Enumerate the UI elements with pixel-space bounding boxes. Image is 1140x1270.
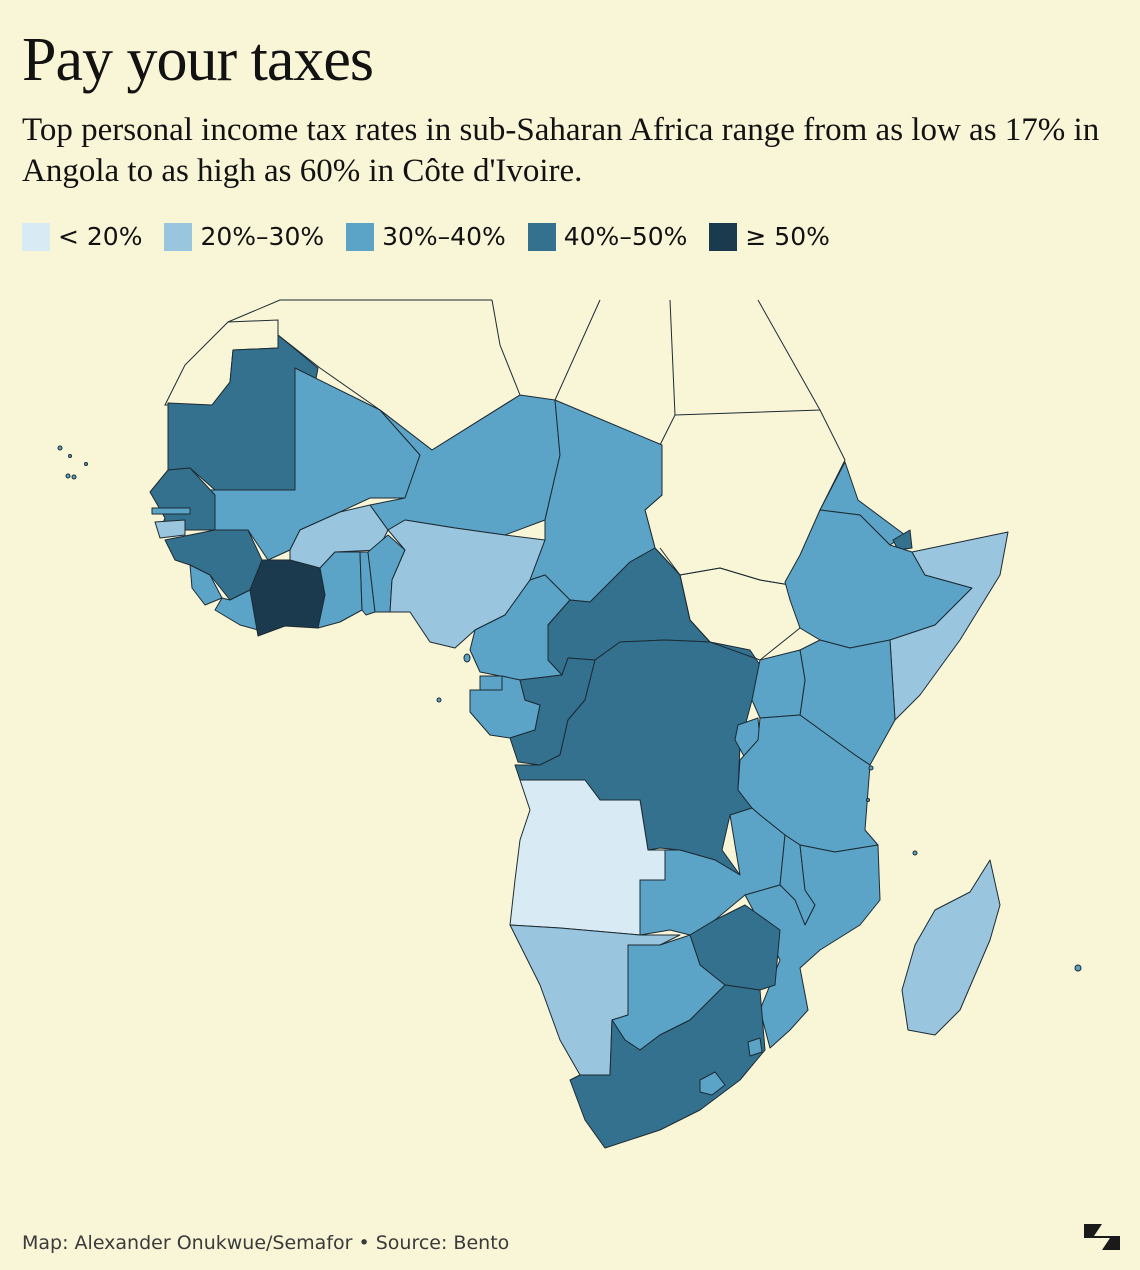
legend-label: 40%–50% — [563, 222, 688, 251]
country-lesotho — [699, 1071, 726, 1096]
legend-item-30-40: 30%–40% — [346, 222, 506, 251]
legend-swatch — [346, 222, 375, 251]
country-guinea-bissau — [154, 519, 186, 539]
legend: < 20% 20%–30% 30%–40% 40%–50% ≥ 50% — [22, 222, 830, 251]
legend-label: ≥ 50% — [745, 222, 830, 251]
country-madagascar — [901, 859, 1001, 1036]
legend-item-50-plus: ≥ 50% — [709, 222, 830, 251]
legend-label: 20%–30% — [200, 222, 325, 251]
legend-swatch — [527, 222, 556, 251]
map-subtitle: Top personal income tax rates in sub-Sah… — [22, 112, 1100, 189]
legend-swatch — [22, 222, 50, 251]
country-morocco — [227, 299, 492, 323]
country-uganda — [751, 649, 806, 719]
country-togo — [359, 551, 376, 616]
legend-item-40-50: 40%–50% — [527, 222, 688, 251]
country-cote-divoire — [249, 559, 326, 637]
country-mozambique — [744, 844, 881, 1049]
legend-item-under-20: < 20% — [22, 222, 142, 251]
legend-swatch — [164, 222, 193, 251]
legend-label: 30%–40% — [382, 222, 506, 251]
country-zambia — [639, 807, 786, 936]
islands — [57, 445, 1082, 972]
country-ghana — [317, 551, 363, 629]
legend-swatch — [709, 222, 738, 251]
map-title: Pay your taxes — [22, 26, 374, 94]
semafor-logo-icon — [1084, 1224, 1120, 1250]
country-gambia — [151, 507, 191, 515]
country-sierra-leone — [189, 564, 223, 606]
footer-credit: Map: Alexander Onukwue/Semafor • Source:… — [22, 1232, 510, 1254]
country-eswatini — [747, 1037, 763, 1057]
country-equatorial-guinea — [479, 675, 503, 691]
legend-label: < 20% — [58, 222, 143, 251]
africa-map — [57, 299, 1082, 1149]
legend-item-20-30: 20%–30% — [164, 222, 324, 251]
country-south-africa — [569, 984, 766, 1149]
